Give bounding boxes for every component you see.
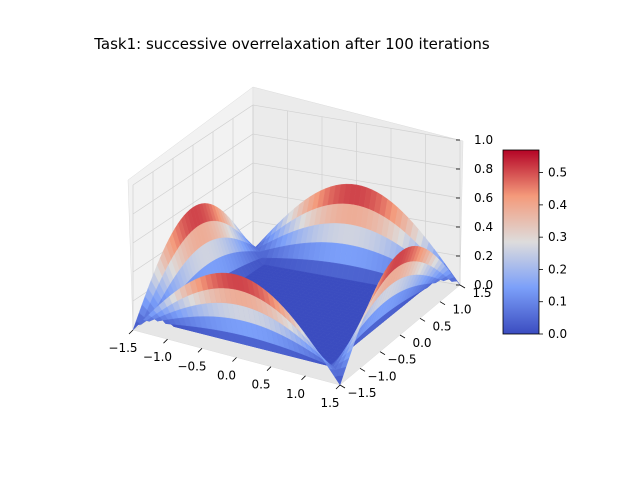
y-tick-mark: [459, 284, 466, 289]
y-tick-mark: [379, 351, 386, 356]
y-tick-label: −0.5: [387, 353, 416, 367]
y-axis-ticks: −1.5 −1.0 −0.5 0.00.51.01.5: [339, 284, 492, 400]
colorbar-tick-label: 0.1: [548, 295, 567, 309]
colorbar-tick-label: 0.3: [548, 230, 567, 244]
y-tick-mark: [439, 301, 446, 306]
y-tick-label: −1.0: [367, 369, 396, 383]
x-tick-label: −0.5: [177, 359, 206, 373]
surface-plot: [132, 183, 461, 386]
x-tick-mark: [335, 384, 341, 390]
x-tick-mark: [128, 329, 134, 335]
z-tick-label: 0.6: [474, 191, 493, 205]
colorbar-tick-label: 0.5: [548, 166, 567, 180]
z-axis-ticks: 0.0 0.2 0.4 0.6 0.8 1.0: [456, 133, 493, 292]
x-tick-label: 1.5: [320, 396, 339, 410]
colorbar-tick-label: 0.0: [548, 327, 567, 341]
y-tick-label: 0.5: [432, 319, 451, 333]
x-tick-mark: [301, 375, 306, 381]
z-tick-label: 1.0: [474, 133, 493, 147]
y-tick-label: −1.5: [347, 386, 376, 400]
y-tick-mark: [339, 384, 346, 389]
x-tick-mark: [232, 357, 237, 362]
grid-line: [132, 133, 461, 215]
x-tick-mark: [266, 366, 272, 371]
x-tick-label: 0.0: [217, 369, 236, 383]
y-tick-mark: [419, 317, 426, 322]
colorbar-tick-label: 0.4: [548, 198, 567, 212]
z-tick-label: 0.4: [474, 220, 493, 234]
y-tick-label: 1.5: [472, 286, 491, 300]
x-axis-ticks: −1.5 −1.0 −0.5 0.0 0.5 1.0 1.5: [108, 329, 341, 410]
x-tick-label: 1.0: [286, 387, 305, 401]
x-tick-label: −1.5: [108, 341, 137, 355]
grid-line: [132, 162, 461, 244]
grid-line: [132, 104, 461, 186]
z-tick-label: 0.8: [474, 162, 493, 176]
x-tick-mark: [163, 338, 168, 344]
x-tick-mark: [197, 348, 203, 353]
z-tick-label: 0.0: [474, 278, 493, 292]
colorbar-gradient: [502, 149, 540, 335]
colorbar: 0.0 0.1 0.2 0.3 0.4 0.5: [502, 149, 567, 341]
surface-patch: [334, 375, 344, 386]
y-tick-mark: [359, 367, 366, 372]
y-tick-label: 1.0: [452, 303, 471, 317]
z-tick-label: 0.2: [474, 249, 493, 263]
y-tick-label: 0.0: [412, 336, 431, 350]
axes-3d: −1.5−1.0−0.50.00.51.01.5 −1.5−1.0−0.50.0…: [108, 86, 493, 410]
chart-title: Task1: successive overrelaxation after 1…: [93, 35, 490, 53]
colorbar-tick-label: 0.2: [548, 262, 567, 276]
colorbar-ticks: 0.0 0.1 0.2 0.3 0.4 0.5: [539, 166, 567, 341]
x-tick-label: 0.5: [251, 378, 270, 392]
y-tick-mark: [399, 334, 406, 339]
x-tick-label: −1.0: [143, 350, 172, 364]
